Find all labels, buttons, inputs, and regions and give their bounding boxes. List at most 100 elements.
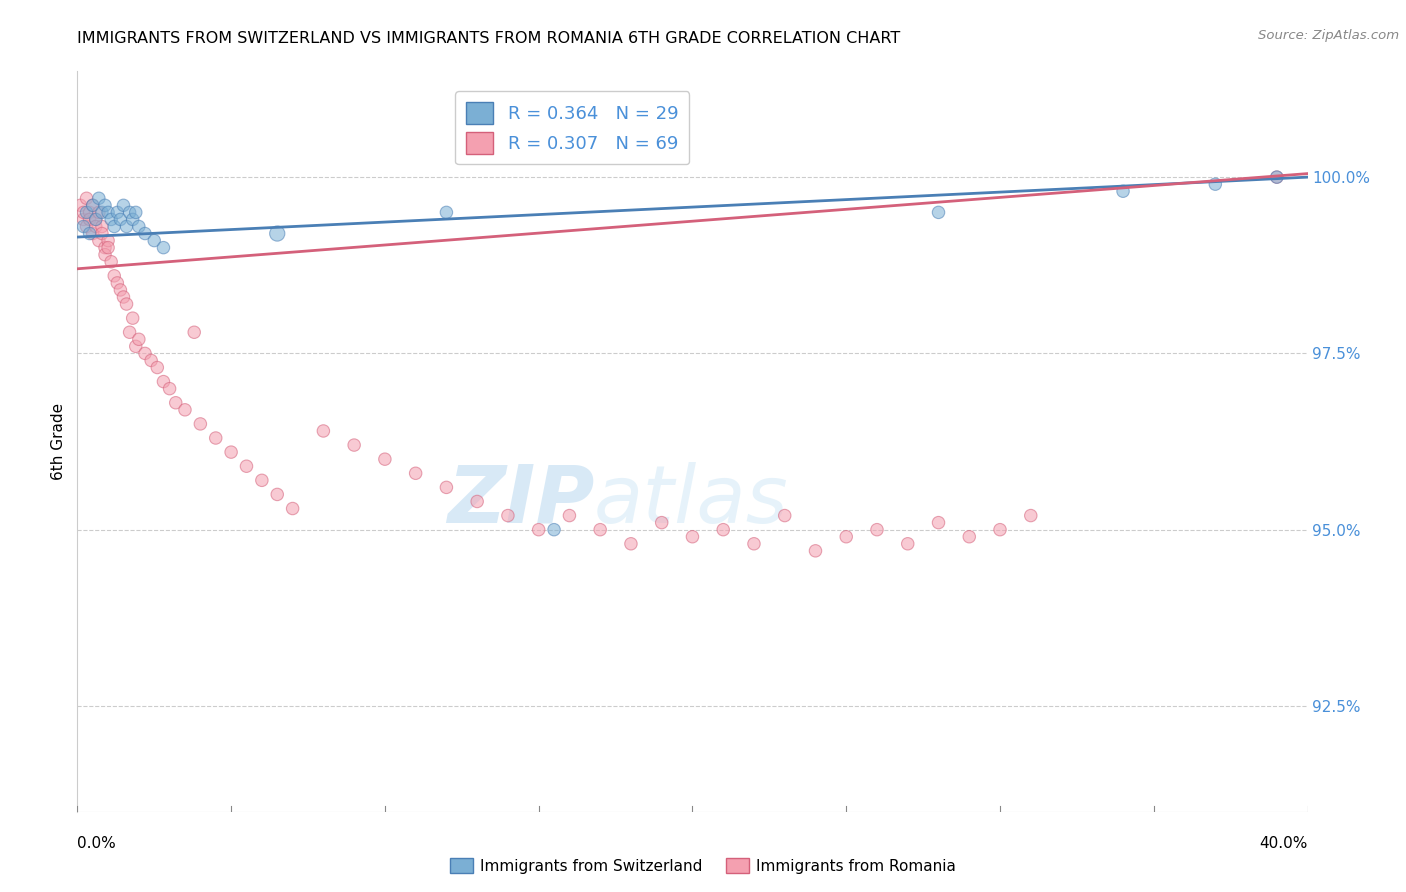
Point: [188, 417, 212, 431]
Point: [76, 191, 98, 205]
Point: [742, 537, 765, 551]
Point: [204, 431, 226, 445]
Point: [84, 212, 107, 227]
Point: [1204, 177, 1226, 191]
Point: [100, 212, 122, 227]
Point: [152, 241, 174, 255]
Point: [1019, 508, 1042, 523]
Point: [90, 227, 114, 241]
Point: [174, 402, 197, 417]
Point: [90, 219, 114, 234]
Point: [436, 480, 458, 494]
Point: [125, 205, 148, 219]
Point: [589, 523, 612, 537]
Point: [152, 375, 174, 389]
Point: [110, 283, 132, 297]
Point: [496, 508, 519, 523]
Point: [105, 205, 128, 219]
Point: [82, 227, 104, 241]
Point: [711, 523, 734, 537]
Point: [121, 212, 143, 227]
Point: [79, 205, 101, 219]
Point: [866, 523, 889, 537]
Text: atlas: atlas: [595, 462, 789, 540]
Point: [90, 205, 114, 219]
Text: ZIP: ZIP: [447, 462, 595, 540]
Point: [69, 198, 91, 212]
Point: [100, 254, 122, 268]
Legend: R = 0.364   N = 29, R = 0.307   N = 69: R = 0.364 N = 29, R = 0.307 N = 69: [456, 92, 689, 164]
Point: [465, 494, 488, 508]
Point: [87, 234, 110, 248]
Point: [134, 346, 156, 360]
Point: [143, 234, 166, 248]
Point: [76, 205, 98, 219]
Text: 40.0%: 40.0%: [1260, 837, 1308, 851]
Point: [281, 501, 304, 516]
Point: [115, 219, 138, 234]
Point: [87, 191, 110, 205]
Point: [72, 212, 94, 227]
Point: [343, 438, 366, 452]
Point: [183, 325, 205, 339]
Point: [146, 360, 169, 375]
Point: [651, 516, 673, 530]
Point: [436, 205, 458, 219]
Point: [118, 325, 141, 339]
Point: [219, 445, 242, 459]
Point: [87, 205, 110, 219]
Point: [1265, 170, 1288, 185]
Point: [804, 544, 827, 558]
Point: [125, 339, 148, 353]
Point: [1112, 184, 1135, 198]
Point: [773, 508, 796, 523]
Point: [121, 311, 143, 326]
Point: [103, 219, 125, 234]
Point: [897, 537, 920, 551]
Y-axis label: 6th Grade: 6th Grade: [51, 403, 66, 480]
Point: [235, 459, 257, 474]
Point: [97, 241, 120, 255]
Point: [312, 424, 335, 438]
Point: [835, 530, 858, 544]
Point: [543, 523, 565, 537]
Point: [928, 516, 950, 530]
Point: [165, 396, 187, 410]
Text: Source: ZipAtlas.com: Source: ZipAtlas.com: [1258, 29, 1399, 42]
Point: [405, 467, 427, 481]
Point: [110, 212, 132, 227]
Point: [112, 198, 135, 212]
Point: [128, 219, 150, 234]
Point: [620, 537, 643, 551]
Point: [1265, 170, 1288, 185]
Point: [118, 205, 141, 219]
Point: [527, 523, 550, 537]
Point: [97, 234, 120, 248]
Point: [82, 198, 104, 212]
Point: [266, 487, 288, 501]
Point: [103, 268, 125, 283]
Point: [988, 523, 1011, 537]
Point: [84, 212, 107, 227]
Point: [94, 248, 117, 262]
Point: [94, 241, 117, 255]
Point: [128, 332, 150, 346]
Point: [115, 297, 138, 311]
Point: [105, 276, 128, 290]
Point: [76, 219, 98, 234]
Point: [97, 205, 120, 219]
Point: [112, 290, 135, 304]
Point: [94, 198, 117, 212]
Point: [266, 227, 288, 241]
Point: [72, 219, 94, 234]
Point: [558, 508, 581, 523]
Legend: Immigrants from Switzerland, Immigrants from Romania: Immigrants from Switzerland, Immigrants …: [444, 852, 962, 880]
Text: 0.0%: 0.0%: [77, 837, 117, 851]
Point: [928, 205, 950, 219]
Text: IMMIGRANTS FROM SWITZERLAND VS IMMIGRANTS FROM ROMANIA 6TH GRADE CORRELATION CHA: IMMIGRANTS FROM SWITZERLAND VS IMMIGRANT…: [77, 31, 901, 46]
Point: [682, 530, 704, 544]
Point: [134, 227, 156, 241]
Point: [82, 198, 104, 212]
Point: [250, 473, 273, 487]
Point: [79, 212, 101, 227]
